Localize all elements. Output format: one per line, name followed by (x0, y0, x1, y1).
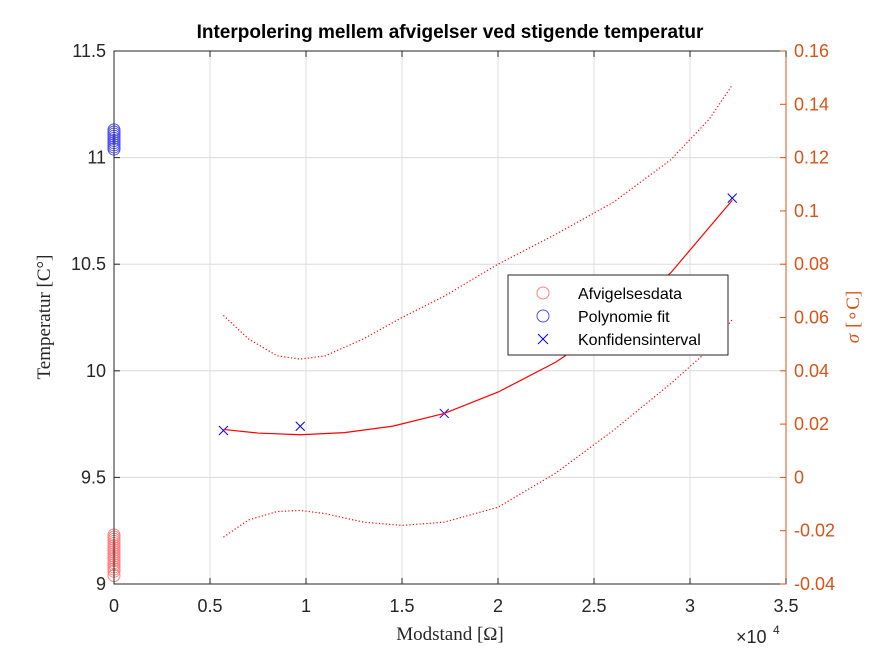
legend-box (507, 274, 729, 356)
legend-marker-konfidensinterval (537, 333, 549, 345)
confidence-band-line (223, 84, 733, 360)
sigma-symbol: σ (843, 333, 864, 343)
y-right-tick-label: 0.04 (794, 361, 829, 381)
legend-label-konfidensinterval: Konfidensinterval (578, 332, 701, 349)
y-tick-label: 10 (86, 361, 106, 381)
legend-marker-afvigelsesdata (536, 286, 550, 300)
data-point-x (727, 193, 738, 203)
y-tick-label: 10.5 (71, 254, 106, 274)
legend-label-polynomie-fit: Polynomie fit (578, 309, 670, 326)
y-right-tick-label: 0.12 (794, 148, 829, 168)
x-tick-label: 0.5 (197, 596, 222, 616)
legend-label-afvigelsesdata: Afvigelsesdata (578, 286, 682, 303)
x-tick-label: 0 (109, 596, 119, 616)
y-right-tick-label: 0.06 (794, 308, 829, 328)
y-axis-right-label: σ [∘C] (843, 291, 864, 344)
y-tick-label: 11 (87, 148, 106, 168)
data-point-x (218, 425, 229, 436)
y-tick-label: 9 (96, 574, 106, 594)
data-point-x (295, 421, 306, 432)
y-tick-label: 9.5 (81, 467, 106, 487)
y-right-tick-label: -0.04 (794, 574, 835, 594)
y-right-tick-label: 0 (794, 467, 804, 487)
x-tick-label: 1.5 (389, 596, 414, 616)
x-tick-label: 1 (301, 596, 311, 616)
y-right-ticks: -0.04 -0.02 0 0.02 0.04 0.06 0.08 0.1 0.12 0.14 0.… (780, 41, 835, 594)
y-tick-label: 11.5 (72, 41, 106, 61)
x-axis-label: Modstand [Ω] (396, 624, 504, 645)
chart-title: Interpolering mellem afvigelser ved stig… (197, 22, 704, 43)
x-exponent-power: 4 (773, 623, 780, 637)
legend-marker-polynomie-fit (536, 309, 550, 323)
y-left-ticks: 9 9.5 10 10.5 11 11.5 (71, 41, 120, 594)
x-ticks: 0 0.5 1 1.5 2 2.5 3 3.5 (109, 51, 799, 616)
x-tick-label: 3.5 (773, 596, 798, 616)
x-tick-label: 3 (685, 596, 695, 616)
series-5 (223, 319, 733, 538)
y-right-tick-label: 0.1 (794, 201, 819, 221)
y-right-tick-label: 0.14 (794, 94, 829, 114)
x-tick-label: 2.5 (581, 596, 606, 616)
x-exponent-base: ×10 (736, 627, 767, 647)
y-right-tick-label: 0.02 (794, 414, 829, 434)
y-right-tick-label: 0.16 (794, 41, 829, 61)
sigma-unit: [∘C] (843, 291, 864, 328)
y-right-tick-label: -0.02 (794, 521, 835, 541)
legend: Afvigelsesdata Polynomie fit Konfidensin… (507, 274, 729, 356)
x-tick-label: 2 (493, 596, 503, 616)
y-axis-left-label: Temperatur [C°] (34, 255, 55, 380)
confidence-band-line (223, 319, 733, 538)
y-right-tick-label: 0.08 (794, 254, 829, 274)
series-4 (223, 84, 733, 360)
